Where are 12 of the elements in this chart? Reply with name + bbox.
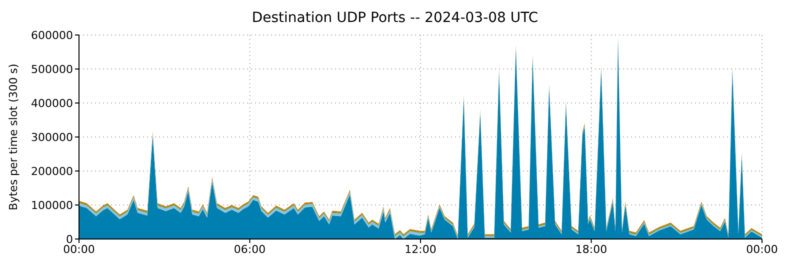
- y-tick-label: 200000: [31, 164, 73, 178]
- y-tick-label: 300000: [31, 130, 73, 144]
- y-axis-title: Bytes per time slot (300 s): [6, 64, 20, 210]
- x-tick-label: 12:00: [404, 242, 436, 256]
- y-tick-label: 100000: [31, 198, 73, 212]
- y-tick-label: 400000: [31, 96, 73, 110]
- x-tick-label: 18:00: [575, 242, 608, 256]
- y-tick-label: 600000: [31, 28, 73, 42]
- y-tick-label: 500000: [31, 62, 73, 76]
- x-tick-label: 00:00: [746, 242, 778, 256]
- x-tick-label: 06:00: [234, 242, 266, 256]
- chart-title: Destination UDP Ports -- 2024-03-08 UTC: [250, 10, 540, 26]
